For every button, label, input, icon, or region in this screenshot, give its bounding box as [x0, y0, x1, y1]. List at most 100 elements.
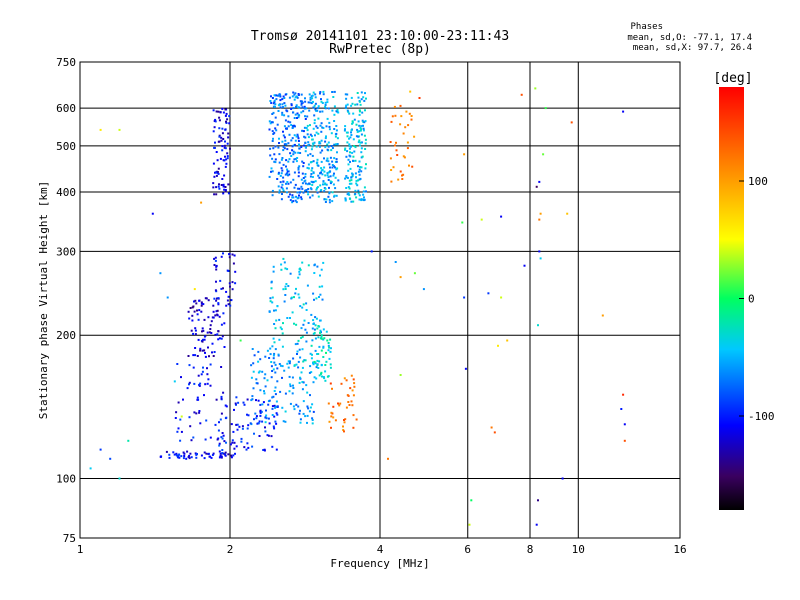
colorbar-unit: [deg] — [713, 71, 752, 86]
data-point — [316, 359, 319, 362]
data-point — [401, 174, 403, 177]
data-point — [188, 317, 191, 320]
data-point — [323, 190, 326, 193]
data-point — [271, 113, 274, 115]
data-point — [336, 137, 339, 140]
data-point — [220, 366, 223, 368]
data-point — [246, 413, 248, 416]
data-point — [327, 349, 330, 352]
data-point — [286, 170, 289, 173]
data-point — [281, 332, 284, 335]
data-point — [303, 135, 306, 138]
data-point — [355, 123, 358, 126]
data-point — [165, 450, 168, 453]
data-point — [222, 138, 225, 140]
data-point — [363, 196, 365, 199]
data-point — [327, 176, 330, 179]
data-point — [266, 434, 269, 437]
data-point — [299, 305, 302, 308]
data-point — [347, 401, 350, 403]
data-point — [344, 147, 347, 150]
data-point — [253, 354, 256, 357]
data-point — [281, 187, 284, 190]
data-point — [623, 439, 626, 442]
data-point — [544, 107, 547, 110]
data-point — [291, 196, 294, 199]
data-point — [363, 134, 366, 137]
colorbar-tick-label: 0 — [748, 293, 755, 306]
data-point — [362, 96, 365, 99]
data-point — [283, 143, 286, 146]
data-point — [296, 133, 299, 136]
y-tick-label: 75 — [63, 532, 76, 545]
data-point — [271, 370, 274, 372]
data-point — [213, 193, 216, 196]
data-point — [315, 125, 318, 128]
data-point — [286, 110, 289, 113]
data-point — [218, 116, 221, 119]
data-point — [201, 330, 203, 333]
data-point — [179, 418, 182, 421]
data-point — [298, 144, 300, 147]
data-point — [298, 165, 301, 168]
data-point — [304, 97, 306, 100]
data-point — [330, 426, 332, 429]
data-point — [295, 135, 298, 138]
data-point — [356, 128, 359, 131]
data-point — [289, 193, 291, 196]
data-point — [198, 309, 201, 312]
data-point — [291, 311, 294, 314]
data-point — [321, 285, 324, 288]
data-point — [319, 184, 322, 187]
data-point — [301, 261, 304, 264]
data-point — [284, 267, 287, 270]
data-point — [188, 381, 191, 384]
data-point — [287, 160, 290, 163]
data-point — [186, 450, 189, 453]
data-point — [463, 153, 466, 156]
data-point — [272, 147, 275, 150]
data-point — [216, 438, 219, 441]
data-point — [294, 343, 297, 346]
data-point — [312, 323, 315, 325]
data-point — [309, 96, 312, 99]
data-point — [195, 412, 198, 415]
data-point — [306, 284, 309, 287]
data-point — [240, 437, 243, 440]
data-point — [286, 191, 288, 194]
data-point — [338, 404, 341, 407]
data-point — [311, 194, 314, 197]
data-point — [362, 193, 365, 196]
data-point — [353, 150, 356, 153]
data-point — [351, 175, 354, 178]
data-point — [358, 144, 361, 147]
data-point — [307, 101, 310, 104]
data-point — [295, 323, 298, 326]
data-point — [309, 406, 312, 409]
data-point — [418, 97, 421, 99]
data-point — [335, 158, 338, 161]
data-point — [293, 143, 296, 146]
data-point — [275, 98, 278, 101]
data-point — [283, 102, 286, 105]
data-point — [270, 167, 273, 170]
data-point — [304, 146, 307, 149]
data-point — [282, 176, 285, 179]
data-point — [322, 180, 325, 183]
data-point — [219, 279, 222, 282]
data-point — [328, 357, 331, 360]
data-point — [256, 422, 259, 425]
data-point — [352, 112, 355, 115]
data-point — [271, 97, 274, 99]
data-point — [220, 139, 223, 142]
data-point — [268, 422, 271, 425]
data-point — [273, 415, 276, 418]
data-point — [284, 420, 287, 423]
data-point — [239, 339, 242, 342]
data-point — [294, 151, 297, 154]
data-point — [357, 120, 360, 123]
data-point — [264, 373, 267, 376]
data-point — [332, 405, 335, 408]
data-point — [310, 148, 313, 151]
data-point — [309, 98, 312, 101]
